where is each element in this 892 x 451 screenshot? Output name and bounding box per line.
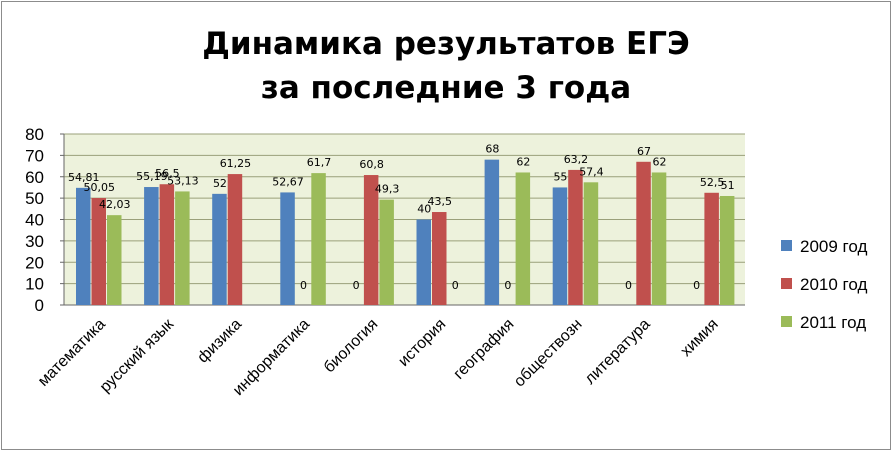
data-label: 68	[485, 143, 499, 156]
x-tick-label: литература	[582, 316, 654, 388]
y-tick-label: 0	[35, 296, 44, 315]
y-tick-label: 80	[25, 125, 44, 144]
x-tick-label: математика	[35, 316, 109, 390]
y-tick-label: 20	[25, 253, 44, 272]
bar	[76, 187, 91, 305]
legend-swatch	[781, 240, 792, 251]
legend-entry: 2011 год	[800, 313, 866, 332]
y-tick-label: 70	[25, 146, 44, 165]
data-label: 62	[516, 155, 530, 168]
bar	[363, 175, 379, 305]
data-label: 0	[353, 279, 360, 292]
bar	[379, 199, 394, 305]
bar	[651, 172, 667, 305]
bar	[311, 173, 326, 305]
legend-entry: 2009 год	[800, 237, 867, 256]
data-label: 60,8	[359, 158, 384, 171]
bar	[159, 184, 175, 305]
data-label: 62	[653, 155, 667, 168]
data-label: 57,4	[579, 165, 604, 178]
y-tick-label: 60	[25, 168, 44, 187]
data-label: 54,81	[68, 171, 100, 184]
y-tick-label: 50	[25, 189, 44, 208]
data-label: 0	[504, 279, 511, 292]
x-tick-label: русский язык	[97, 315, 178, 396]
bar	[704, 192, 719, 305]
bar	[515, 172, 531, 305]
data-label: 42,03	[99, 198, 131, 211]
y-tick-label: 40	[25, 211, 44, 230]
y-tick-label: 10	[25, 275, 44, 294]
legend-entry: 2010 год	[800, 275, 867, 294]
data-label: 63,2	[564, 153, 589, 166]
data-label: 43,5	[428, 195, 453, 208]
legend-swatch	[781, 316, 792, 327]
bar	[636, 161, 651, 305]
legend-swatch	[781, 278, 792, 289]
data-label: 56,5	[155, 167, 180, 180]
bar	[91, 198, 106, 305]
data-label: 67	[637, 145, 651, 158]
data-label: 61,7	[307, 156, 332, 169]
data-label: 50,05	[84, 181, 116, 194]
data-label: 53,13	[167, 174, 199, 187]
data-label: 0	[300, 279, 307, 292]
bar	[280, 192, 295, 305]
bar	[552, 187, 568, 305]
bar	[583, 182, 599, 305]
bar	[719, 195, 735, 305]
data-label: 0	[693, 279, 700, 292]
data-label: 55	[553, 170, 567, 183]
bar	[227, 174, 243, 305]
x-tick-label: химия	[678, 316, 722, 360]
x-tick-label: физика	[194, 316, 245, 367]
data-label: 49,3	[375, 183, 400, 196]
bar	[144, 187, 159, 305]
x-tick-label: география	[451, 316, 518, 383]
x-tick-label: биология	[321, 316, 381, 376]
data-label: 52,67	[272, 175, 304, 188]
data-label: 51	[721, 179, 735, 192]
chart-title: Динамика результатов ЕГЭ за последние 3 …	[0, 22, 892, 110]
x-tick-label: история	[395, 316, 449, 370]
data-label: 0	[452, 279, 459, 292]
data-label: 40	[417, 203, 431, 216]
data-label: 55,19	[136, 170, 168, 183]
y-tick-label: 30	[25, 232, 44, 251]
data-label: 52	[213, 177, 227, 190]
bar	[107, 215, 122, 305]
data-label: 52,5	[700, 176, 725, 189]
data-label: 0	[625, 279, 632, 292]
chart-title-line1: Динамика результатов ЕГЭ	[202, 26, 690, 62]
chart-title-line2: за последние 3 года	[260, 70, 632, 106]
bar	[568, 169, 583, 305]
x-tick-label: обществозн	[511, 316, 586, 391]
data-label: 61,25	[220, 157, 252, 170]
bar	[484, 159, 500, 305]
bar	[432, 212, 447, 305]
bar	[416, 219, 431, 305]
bar	[212, 193, 227, 305]
bar	[175, 191, 190, 305]
